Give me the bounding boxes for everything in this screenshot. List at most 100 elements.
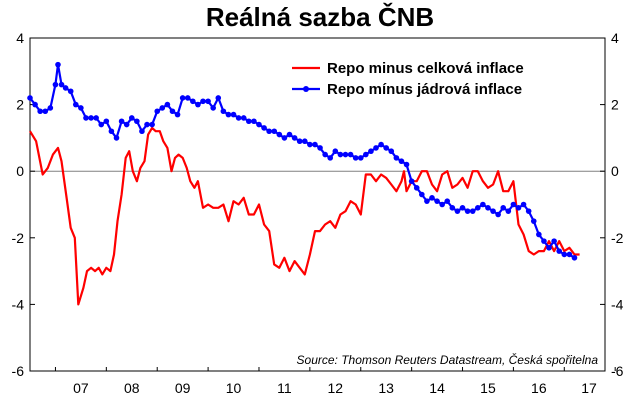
- series-point-jadrova: [439, 201, 445, 208]
- series-point-jadrova: [525, 208, 532, 214]
- y-tick-label-left: -2: [12, 230, 25, 246]
- y-tick-label-left: -6: [12, 363, 25, 379]
- legend-label-jadrova: Repo mínus jádrová inflace: [327, 81, 522, 98]
- series-point-jadrova: [383, 145, 389, 151]
- series-point-jadrova: [419, 191, 425, 198]
- series-point-jadrova: [113, 135, 120, 141]
- series-point-jadrova: [485, 205, 491, 211]
- x-tick-label: 09: [175, 380, 191, 396]
- series-point-jadrova: [246, 118, 252, 125]
- series-point-jadrova: [566, 251, 573, 258]
- series-point-jadrova: [118, 118, 125, 125]
- series-point-jadrova: [571, 254, 578, 261]
- series-point-jadrova: [139, 128, 145, 135]
- series-point-jadrova: [205, 98, 211, 105]
- series-point-jadrova: [179, 95, 186, 101]
- series-point-jadrova: [276, 131, 283, 138]
- series-point-jadrova: [546, 244, 552, 251]
- series-point-jadrova: [317, 145, 323, 151]
- series-point-jadrova: [556, 248, 563, 254]
- series-point-jadrova: [474, 205, 481, 211]
- series-point-jadrova: [424, 198, 430, 204]
- y-tick-label-right: 0: [611, 163, 619, 179]
- series-point-jadrova: [469, 208, 476, 214]
- series-point-jadrova: [536, 231, 542, 238]
- series-point-jadrova: [144, 121, 150, 128]
- series-point-jadrova: [464, 208, 471, 214]
- series-point-jadrova: [174, 111, 181, 118]
- series-point-jadrova: [495, 211, 501, 218]
- series-point-jadrova: [347, 151, 354, 158]
- series-point-jadrova: [123, 121, 130, 128]
- legend-label-celkova: Repo minus celková inflace: [327, 60, 524, 77]
- series-point-jadrova: [55, 61, 61, 68]
- y-tick-label-right: 4: [611, 30, 619, 46]
- series-point-jadrova: [291, 135, 298, 141]
- series-point-jadrova: [128, 115, 135, 121]
- series-point-jadrova: [251, 118, 257, 125]
- series-point-jadrova: [184, 95, 191, 101]
- series-point-jadrova: [515, 205, 522, 211]
- series-point-jadrova: [159, 105, 166, 111]
- series-point-jadrova: [301, 138, 308, 145]
- series-line-celkova: [29, 126, 580, 306]
- series-point-jadrova: [164, 101, 171, 108]
- x-tick-label: 14: [429, 380, 445, 396]
- series-point-jadrova: [373, 145, 379, 151]
- series-point-jadrova: [357, 155, 364, 161]
- series-point-jadrova: [235, 115, 242, 121]
- x-tick-label: 16: [531, 380, 547, 396]
- series-point-jadrova: [37, 108, 43, 115]
- series-point-jadrova: [83, 115, 89, 121]
- series-point-jadrova: [32, 101, 38, 108]
- series-point-jadrova: [312, 141, 318, 148]
- series-point-jadrova: [230, 111, 237, 118]
- series-point-jadrova: [378, 141, 384, 148]
- series-point-jadrova: [551, 238, 557, 244]
- series-point-jadrova: [52, 81, 59, 88]
- x-tick-label: 15: [480, 380, 496, 396]
- series-point-jadrova: [322, 151, 328, 158]
- series-point-jadrova: [444, 198, 451, 204]
- y-tick-label-right: 2: [611, 97, 619, 113]
- x-tick-label: 12: [328, 380, 344, 396]
- series-point-jadrova: [47, 105, 54, 111]
- series-point-jadrova: [225, 111, 232, 118]
- x-tick-label: 07: [73, 380, 89, 396]
- series-point-jadrova: [195, 101, 201, 108]
- series-point-jadrova: [256, 121, 262, 128]
- x-tick-label: 11: [277, 380, 292, 396]
- series-point-jadrova: [93, 115, 99, 121]
- series-point-jadrova: [108, 128, 115, 135]
- series-point-jadrova: [337, 151, 344, 158]
- series-point-jadrova: [561, 251, 568, 258]
- series-point-jadrova: [388, 148, 395, 155]
- series-point-jadrova: [434, 198, 440, 204]
- series-point-jadrova: [398, 158, 405, 165]
- series-point-jadrova: [500, 205, 507, 211]
- series-point-jadrova: [510, 201, 517, 208]
- series-point-jadrova: [530, 218, 537, 224]
- series-point-jadrova: [190, 98, 196, 105]
- series-point-jadrova: [281, 135, 288, 141]
- series-point-jadrova: [154, 108, 161, 115]
- y-tick-label-left: 2: [16, 97, 24, 113]
- y-tick-label-left: 4: [16, 30, 24, 46]
- y-tick-label-left: 0: [16, 163, 24, 179]
- series-point-jadrova: [352, 155, 359, 161]
- x-tick-label: 10: [226, 380, 242, 396]
- series-point-jadrova: [98, 121, 105, 128]
- series-point-jadrova: [210, 105, 216, 111]
- series-point-jadrova: [403, 161, 410, 168]
- series-point-jadrova: [459, 205, 466, 211]
- series-point-jadrova: [520, 201, 527, 208]
- series-point-jadrova: [541, 238, 547, 244]
- series-point-jadrova: [58, 81, 65, 88]
- series-point-jadrova: [169, 108, 176, 115]
- y-tick-label-right: -2: [611, 230, 624, 246]
- series-point-jadrova: [363, 151, 369, 158]
- series-point-jadrova: [429, 195, 435, 201]
- series-point-jadrova: [505, 208, 512, 214]
